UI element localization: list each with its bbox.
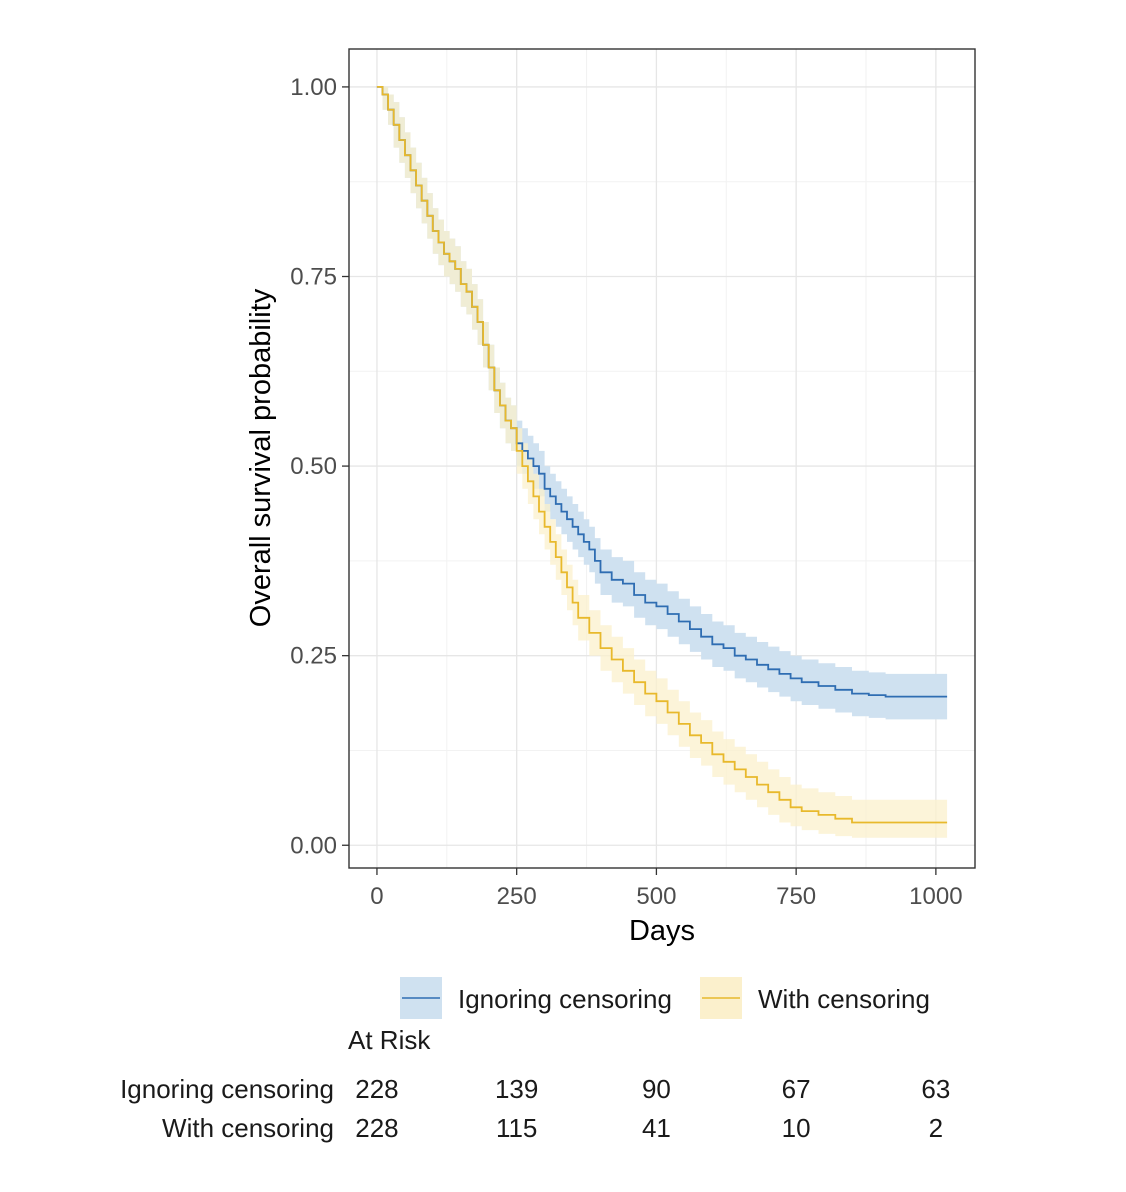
y-tick-label: 1.00 — [290, 74, 337, 101]
x-tick-label: 250 — [497, 883, 537, 910]
y-tick-label: 0.50 — [290, 453, 337, 480]
risk-row-label-with-censoring: With censoring — [162, 1113, 334, 1143]
risk-count: 228 — [355, 1074, 398, 1104]
x-tick-label: 500 — [636, 883, 676, 910]
y-tick-label: 0.75 — [290, 264, 337, 291]
panel-border — [348, 48, 976, 869]
risk-count: 115 — [496, 1113, 537, 1143]
survival-lines — [376, 86, 948, 824]
risk-table: At Risk Ignoring censoring With censorin… — [120, 1025, 950, 1143]
x-tick-label: 750 — [776, 883, 816, 910]
confidence-band-with-censoring — [376, 86, 948, 838]
risk-row-label-ignoring-censoring: Ignoring censoring — [120, 1074, 334, 1104]
y-axis-title: Overall survival probability — [245, 288, 277, 627]
survival-line-with-censoring — [376, 86, 948, 824]
risk-count: 90 — [642, 1074, 671, 1104]
risk-count: 2 — [929, 1113, 943, 1143]
risk-counts: 228 139 90 67 63 228 115 41 10 2 — [355, 1074, 950, 1143]
risk-count: 63 — [921, 1074, 950, 1104]
x-axis-title: Days — [629, 915, 695, 947]
panel-background — [349, 49, 975, 868]
risk-count: 10 — [782, 1113, 811, 1143]
risk-count: 41 — [642, 1113, 671, 1143]
risk-count: 67 — [782, 1074, 811, 1104]
legend: Ignoring censoring With censoring — [400, 977, 930, 1019]
confidence-band-ignoring-censoring — [376, 86, 948, 720]
confidence-bands — [376, 86, 948, 838]
y-tick-label: 0.25 — [290, 643, 337, 670]
x-axis-ticks: 0 250 500 750 1000 — [370, 868, 963, 910]
y-tick-label: 0.00 — [290, 832, 337, 859]
risk-count: 139 — [495, 1074, 538, 1104]
legend-label-ignoring-censoring: Ignoring censoring — [458, 984, 672, 1014]
legend-label-with-censoring: With censoring — [758, 984, 930, 1014]
risk-table-title: At Risk — [348, 1025, 431, 1055]
x-tick-label: 1000 — [909, 883, 962, 910]
y-axis-ticks: 0.00 0.25 0.50 0.75 1.00 — [290, 74, 349, 859]
x-tick-label: 0 — [370, 883, 383, 910]
risk-count: 228 — [355, 1113, 398, 1143]
grid — [349, 49, 975, 868]
